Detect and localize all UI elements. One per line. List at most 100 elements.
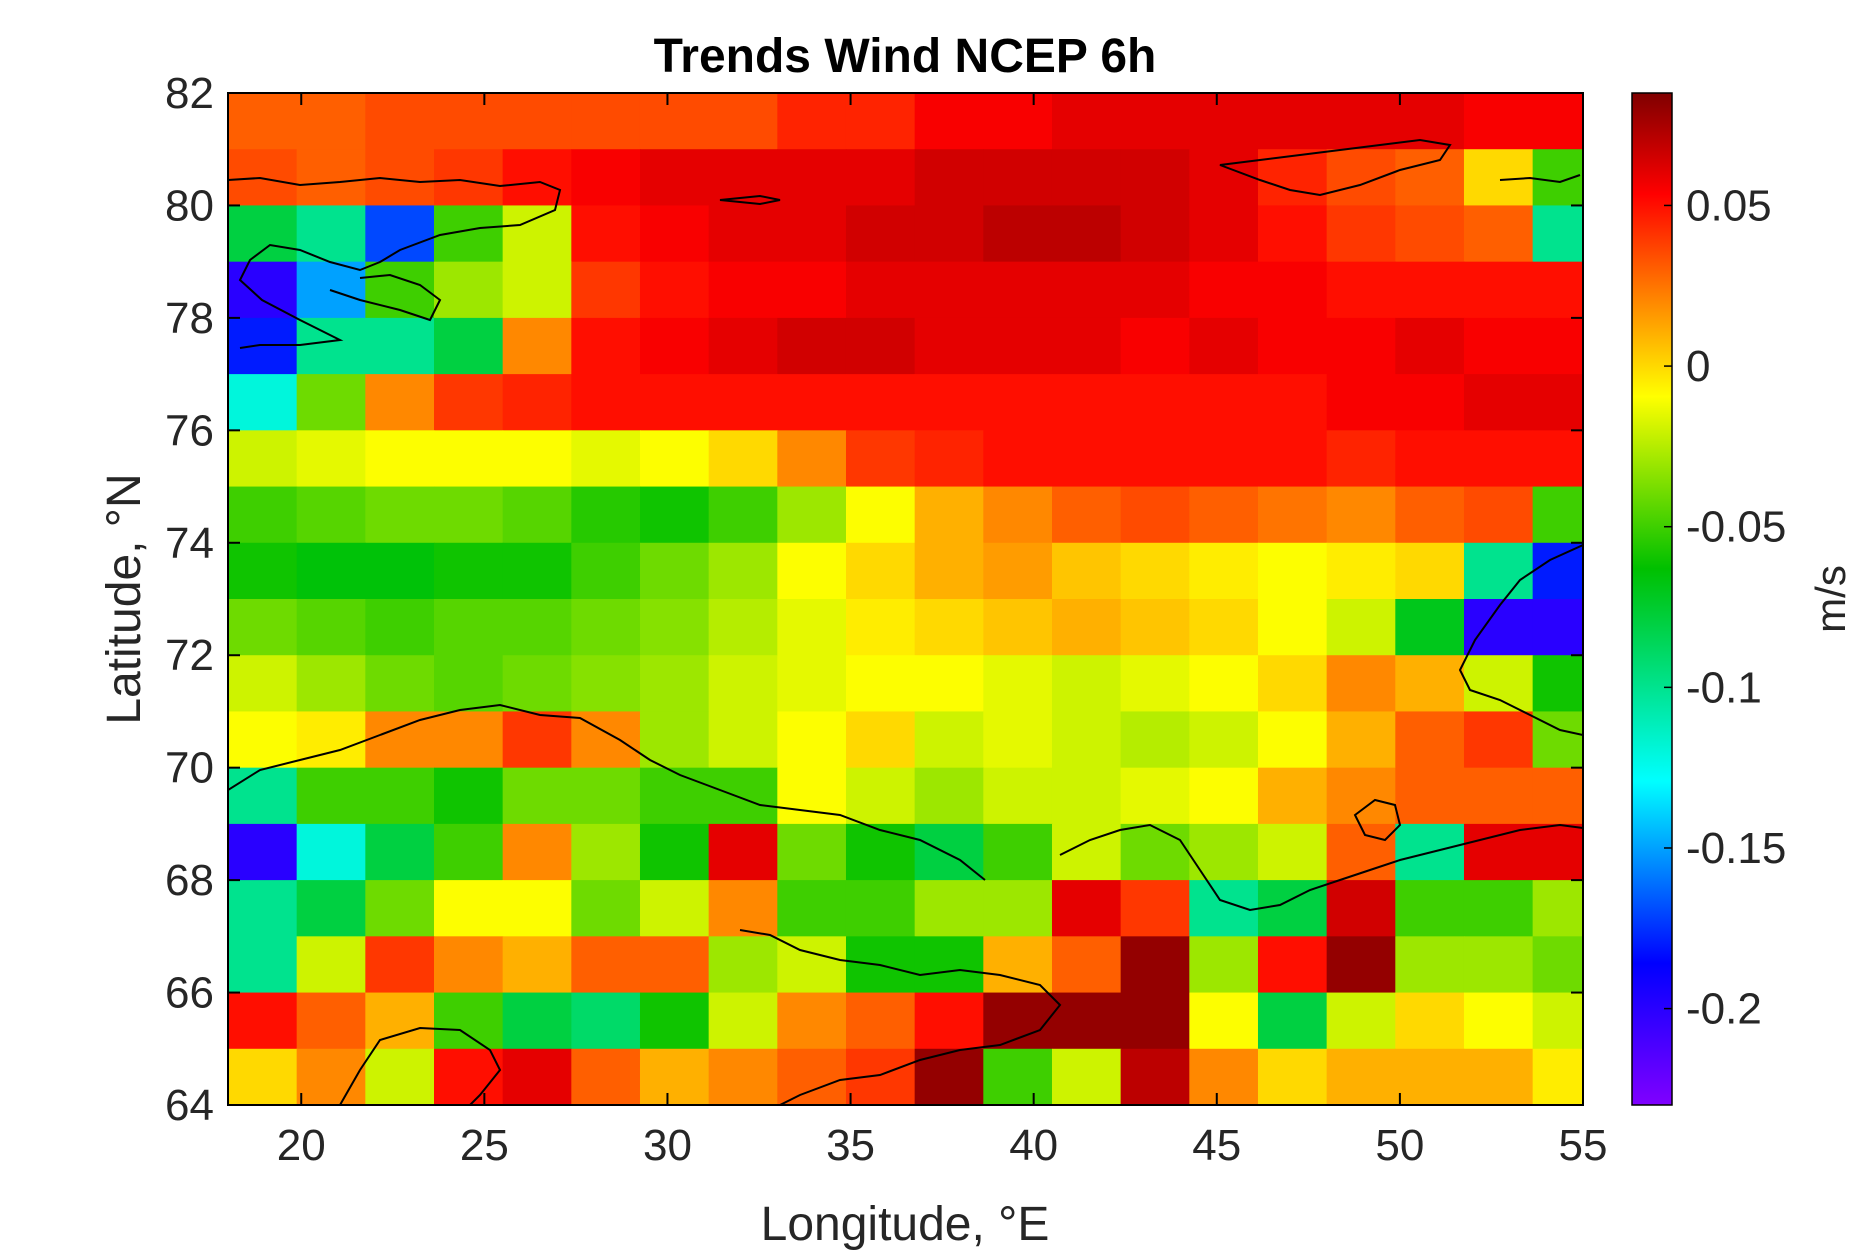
heatmap-cell bbox=[914, 317, 984, 375]
heatmap-cell bbox=[1326, 1048, 1396, 1105]
heatmap-cell bbox=[639, 655, 710, 713]
heatmap-cell bbox=[1257, 374, 1328, 431]
heatmap-cell bbox=[914, 823, 984, 881]
heatmap-cell bbox=[983, 992, 1053, 1050]
heatmap-cell bbox=[914, 655, 984, 713]
y-axis-label: Latitude, °N bbox=[98, 473, 151, 724]
heatmap-cell bbox=[914, 992, 984, 1050]
heatmap-cell bbox=[571, 992, 641, 1050]
heatmap-cell bbox=[571, 823, 641, 881]
heatmap-cell bbox=[1257, 93, 1328, 150]
heatmap-cell bbox=[502, 374, 572, 431]
heatmap-cell bbox=[708, 430, 778, 488]
heatmap-cell bbox=[434, 430, 504, 488]
heatmap-cell bbox=[845, 374, 916, 431]
coastline-kvitoya bbox=[719, 194, 781, 206]
heatmap-cell bbox=[1532, 992, 1583, 1050]
heatmap-cell bbox=[571, 261, 641, 319]
heatmap-cell bbox=[983, 711, 1053, 769]
heatmap-cell bbox=[983, 93, 1053, 150]
heatmap-cell bbox=[1051, 599, 1122, 656]
heatmap-cell bbox=[1395, 261, 1465, 319]
heatmap-cell bbox=[1395, 767, 1465, 825]
heatmap-cell bbox=[502, 430, 572, 488]
heatmap-cell bbox=[1120, 936, 1190, 994]
y-axis-ticks: 64 66 68 70 72 74 76 78 80 82 bbox=[165, 69, 1583, 1130]
heatmap-cell bbox=[1257, 711, 1328, 769]
heatmap-cell bbox=[571, 317, 641, 375]
heatmap-cell bbox=[1395, 992, 1465, 1050]
heatmap-cell bbox=[1463, 261, 1534, 319]
heatmap-cell bbox=[365, 374, 435, 431]
colorbar-tick-label: -0.1 bbox=[1686, 663, 1762, 712]
coastline-scandinavia-north bbox=[228, 703, 986, 881]
heatmap-cell bbox=[296, 880, 366, 937]
heatmap-cell bbox=[1532, 880, 1583, 937]
heatmap-cell bbox=[1189, 317, 1259, 375]
x-tick-label: 25 bbox=[460, 1121, 509, 1170]
heatmap-cell bbox=[1120, 767, 1190, 825]
heatmap-cell bbox=[845, 149, 916, 207]
heatmap-cell bbox=[1051, 542, 1122, 600]
y-tick-label: 76 bbox=[165, 406, 214, 455]
heatmap-cell bbox=[1532, 149, 1583, 207]
heatmap-cell bbox=[1326, 936, 1396, 994]
heatmap-cell bbox=[502, 992, 572, 1050]
heatmap-cell bbox=[296, 1048, 366, 1105]
heatmap-cell bbox=[914, 711, 984, 769]
colorbar bbox=[1631, 92, 1673, 1106]
heatmap-cell bbox=[296, 599, 366, 656]
heatmap-cell bbox=[983, 430, 1053, 488]
heatmap-cell bbox=[1189, 542, 1259, 600]
heatmap-cell bbox=[1051, 936, 1122, 994]
heatmap-cell bbox=[365, 486, 435, 544]
heatmap-cell bbox=[845, 317, 916, 375]
heatmap-cell bbox=[1395, 655, 1465, 713]
heatmap-cell bbox=[1051, 93, 1122, 150]
heatmap-cell bbox=[845, 992, 916, 1050]
colorbar-ticks: -0.2 -0.15 -0.1 -0.05 0 0.05 bbox=[1664, 181, 1786, 1034]
heatmap-cell bbox=[1326, 599, 1396, 656]
heatmap-cell bbox=[571, 374, 641, 431]
heatmap-cell bbox=[434, 93, 504, 150]
heatmap-cell bbox=[639, 992, 710, 1050]
heatmap-cell bbox=[777, 205, 847, 263]
heatmap-cell bbox=[1326, 205, 1396, 263]
heatmap-cell bbox=[639, 486, 710, 544]
heatmap-cell bbox=[296, 767, 366, 825]
heatmap-cell bbox=[845, 205, 916, 263]
heatmap-cell bbox=[777, 93, 847, 150]
heatmap-cell bbox=[845, 767, 916, 825]
heatmap-cell bbox=[571, 430, 641, 488]
coastline-white-sea bbox=[339, 1026, 502, 1105]
heatmap-cell bbox=[365, 936, 435, 994]
heatmap-cell bbox=[914, 1048, 984, 1105]
heatmap-cell bbox=[1120, 261, 1190, 319]
heatmap-cell bbox=[296, 486, 366, 544]
heatmap-cell bbox=[1395, 430, 1465, 488]
colorbar-tick-label: -0.2 bbox=[1686, 985, 1762, 1034]
heatmap-cell bbox=[777, 149, 847, 207]
heatmap-cell bbox=[1395, 711, 1465, 769]
heatmap-cell bbox=[708, 317, 778, 375]
coastline-svalbard-inner bbox=[329, 273, 442, 322]
x-tick-label: 40 bbox=[1009, 1121, 1058, 1170]
heatmap-cell bbox=[777, 374, 847, 431]
heatmap-cell bbox=[708, 599, 778, 656]
heatmap-cell bbox=[228, 486, 298, 544]
heatmap-cell bbox=[708, 542, 778, 600]
heatmap-cell bbox=[1326, 317, 1396, 375]
heatmap-cell bbox=[228, 992, 298, 1050]
heatmap-cell bbox=[1051, 880, 1122, 937]
heatmap-cell bbox=[502, 93, 572, 150]
heatmap-cell bbox=[1326, 992, 1396, 1050]
heatmap-cell bbox=[434, 486, 504, 544]
heatmap-cell bbox=[708, 711, 778, 769]
heatmap-cell bbox=[502, 1048, 572, 1105]
heatmap-cell bbox=[777, 767, 847, 825]
x-tick-label: 30 bbox=[643, 1121, 692, 1170]
heatmap-cell bbox=[1120, 430, 1190, 488]
heatmap-cell bbox=[434, 936, 504, 994]
heatmap-cell bbox=[571, 486, 641, 544]
